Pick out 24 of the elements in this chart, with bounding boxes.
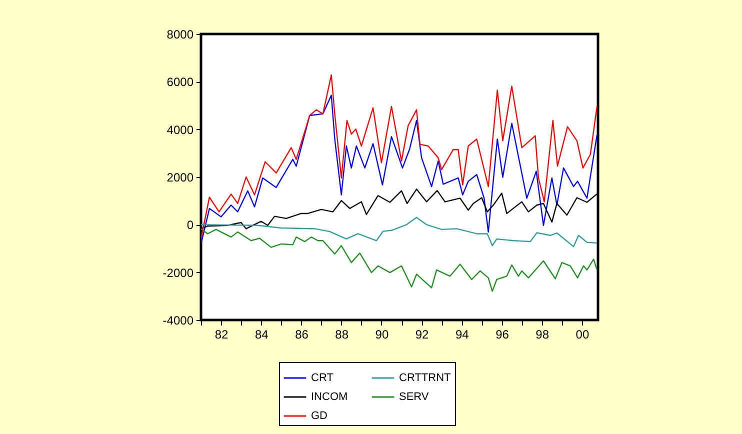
- legend-label: INCOM: [311, 391, 348, 403]
- line-series: [201, 216, 598, 248]
- y-tick-label: 6000: [166, 75, 194, 90]
- y-tick-label: 8000: [166, 28, 194, 42]
- legend-label: CRT: [311, 372, 334, 384]
- legend-label: SERV: [399, 391, 430, 403]
- x-tick-label: 88: [335, 328, 349, 342]
- y-tick-label: 4000: [166, 122, 194, 137]
- x-tick-label: 82: [214, 328, 229, 342]
- x-tick-label: 94: [455, 328, 470, 342]
- y-tick-label: -2000: [162, 266, 194, 280]
- legend-label: GD: [311, 410, 328, 422]
- y-tick-label: 0: [186, 218, 194, 232]
- x-tick-label: 96: [496, 328, 510, 342]
- y-tick-label: 2000: [166, 170, 194, 184]
- line-series: [201, 228, 598, 292]
- x-tick-label: 90: [375, 328, 389, 342]
- x-tick-label: 00: [576, 328, 590, 342]
- x-tick-label: 92: [415, 328, 430, 342]
- x-tick-label: 86: [295, 328, 309, 342]
- x-tick-label: 98: [536, 328, 550, 342]
- y-tick-label: -4000: [162, 314, 194, 328]
- x-tick-label: 84: [254, 328, 269, 342]
- legend-label: CRTTRNT: [399, 372, 452, 384]
